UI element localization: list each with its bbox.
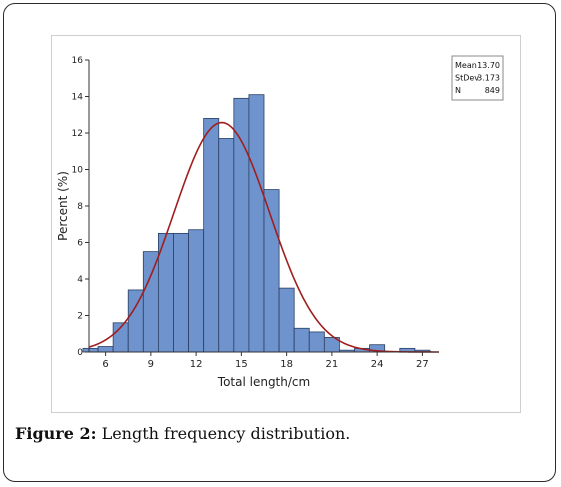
y-tick-label: 2 (77, 312, 83, 322)
x-tick-label: 21 (326, 359, 339, 370)
y-tick-label: 12 (72, 129, 83, 139)
histogram-bar (142, 251, 159, 353)
y-tick-label: 10 (72, 166, 84, 176)
stats-value: 849 (485, 86, 500, 95)
histogram-bar (173, 232, 189, 353)
x-tick-label: 6 (102, 359, 108, 370)
histogram-bar (127, 289, 144, 353)
y-tick-label: 6 (77, 239, 83, 249)
x-tick-label: 24 (371, 359, 384, 370)
stats-name: N (455, 86, 461, 95)
stats-name: Mean (455, 61, 477, 70)
stats-value: 3.173 (477, 74, 500, 83)
stats-box (451, 55, 504, 101)
x-tick-label: 18 (280, 359, 293, 370)
histogram-bar (263, 189, 280, 353)
normal-fit-curve (88, 121, 439, 353)
y-tick-label: 4 (77, 275, 83, 285)
histogram-bar (82, 347, 99, 353)
histogram-bar (293, 327, 310, 353)
x-tick-label: 15 (235, 359, 248, 370)
y-tick-label: 14 (72, 93, 84, 103)
x-axis-label: Total length/cm (217, 375, 310, 389)
histogram-bar (233, 97, 250, 353)
y-axis-label: Percent (%) (56, 171, 70, 241)
histogram-bar (218, 138, 235, 353)
histogram-bar (278, 287, 295, 353)
histogram-bar (188, 229, 205, 353)
stats-name: StDev (455, 74, 479, 83)
figure-caption-label: Figure 2: (15, 424, 97, 443)
histogram-bar (308, 331, 325, 353)
histogram-bar (97, 346, 114, 353)
x-tick-label: 27 (416, 359, 429, 370)
histogram-bar (248, 94, 265, 353)
histogram-bar (203, 118, 220, 353)
stats-value: 13.70 (477, 61, 500, 70)
y-tick-label: 0 (77, 348, 83, 358)
figure-caption-text: Length frequency distribution. (101, 424, 351, 443)
x-tick-label: 9 (148, 359, 154, 370)
x-tick-label: 12 (190, 359, 203, 370)
figure-caption: Figure 2: Length frequency distribution. (15, 424, 350, 443)
y-tick-label: 8 (77, 202, 83, 212)
y-tick-label: 16 (72, 56, 84, 66)
